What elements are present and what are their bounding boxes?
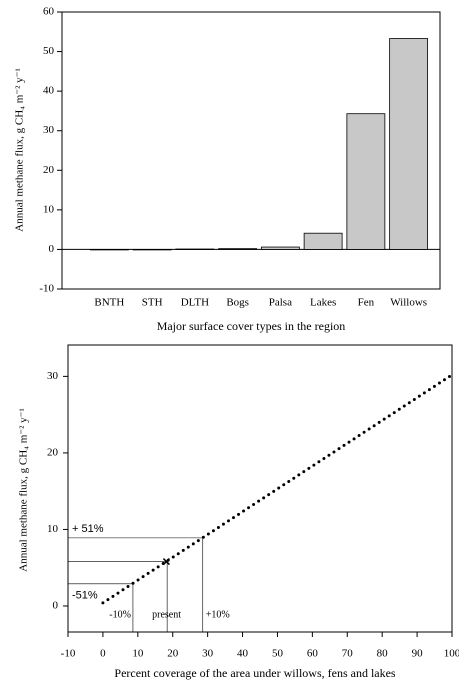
y-axis-label: Annual methane flux, g CH₄ m⁻² y⁻¹ [14,68,26,232]
reference-label: -10% [109,609,131,620]
x-tick-label: -10 [61,648,76,660]
x-tick-label: 80 [377,648,389,660]
x-tick-label: Fen [358,297,375,309]
bar [303,232,343,250]
x-tick-label: DLTH [181,297,209,309]
bar [260,246,300,250]
y-tick-label: 40 [43,85,55,97]
x-tick-label: 100 [444,648,459,660]
y-tick-label: 30 [43,124,55,136]
bar [175,248,215,250]
y-axis-label: Annual methane flux, g CH₄ m⁻² y⁻¹ [18,408,30,572]
y-tick-label: 20 [43,164,55,176]
y-tick-label: 30 [47,370,59,382]
top-frame [61,11,441,290]
x-tick-label: 90 [412,648,424,660]
x-tick-label: 40 [237,648,249,660]
marker [162,558,170,566]
y-tick-label: 10 [47,523,59,535]
reference-label: +10% [206,609,230,620]
x-tick-label: Bogs [226,297,249,309]
bottom-frame [67,344,453,633]
y-tick-label: 0 [53,600,59,612]
reference-label: -51% [72,590,98,602]
reference-label: + 51% [72,523,104,535]
x-tick-label: 60 [307,648,319,660]
bar [218,248,258,250]
x-tick-label: BNTH [94,297,124,309]
reference-label: present [152,609,181,620]
x-axis-label: Percent coverage of the area under willo… [114,666,396,680]
dotted-line [101,373,454,605]
x-tick-label: 10 [132,648,144,660]
x-tick-label: STH [142,297,163,309]
x-tick-label: Willows [390,297,427,309]
x-tick-label: 0 [100,648,106,660]
x-axis-label: Major surface cover types in the region [157,319,346,333]
y-tick-label: -10 [39,283,54,295]
x-tick-label: Palsa [269,297,292,309]
bar [132,249,172,251]
y-tick-label: 0 [49,243,55,255]
x-tick-label: 50 [272,648,284,660]
bar [389,38,429,250]
y-tick-label: 50 [43,45,55,57]
y-tick-label: 20 [47,446,59,458]
x-tick-label: 20 [167,648,179,660]
bar [89,249,129,251]
y-tick-label: 10 [43,203,55,215]
x-tick-label: 70 [342,648,354,660]
x-tick-label: 30 [202,648,214,660]
x-tick-label: Lakes [310,297,336,309]
y-tick-label: 60 [43,6,55,18]
bar [346,113,386,250]
